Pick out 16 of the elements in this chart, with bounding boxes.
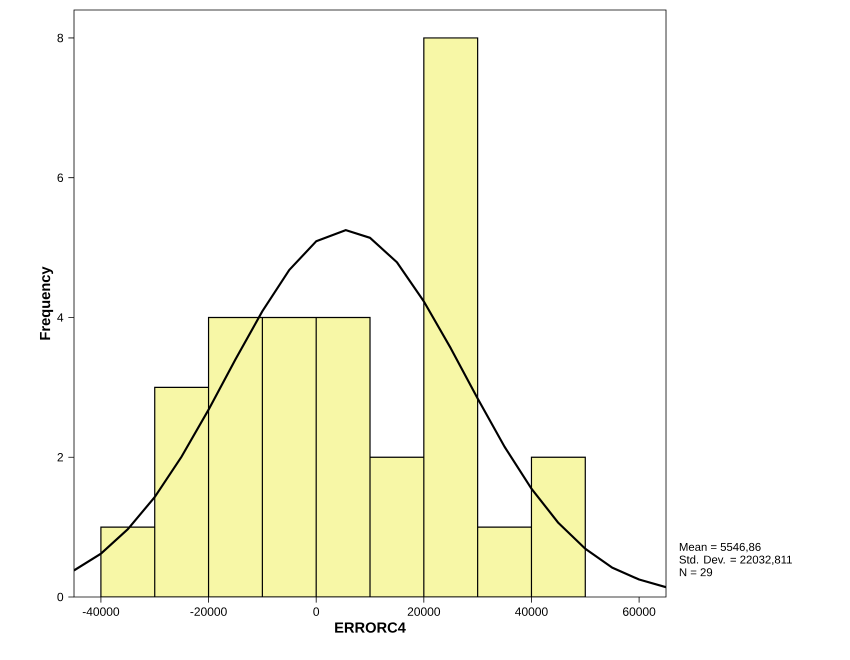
y-tick-label: 8 [57,34,64,42]
text: Std. Dev. = 22032,811 [679,555,792,565]
x-axis-title: ERRORC4 [335,622,406,633]
text: N = 29 [680,568,712,576]
y-tick-label: 0 [57,592,64,602]
y-axis-title: Frequency [40,266,54,340]
x-tick-label: -40000 [82,607,120,616]
x-tick-label: 60000 [623,607,656,616]
x-tick-label: -20000 [190,607,227,616]
x-tick-label: 0 [313,607,320,616]
y-tick-label: 6 [58,173,64,182]
y-tick-label: 2 [58,453,63,462]
text: Mean = 5546,86 [680,542,761,552]
y-tick-label: 4 [57,313,64,322]
x-tick-label: 20000 [408,607,440,616]
x-tick-label: 40000 [515,607,548,616]
